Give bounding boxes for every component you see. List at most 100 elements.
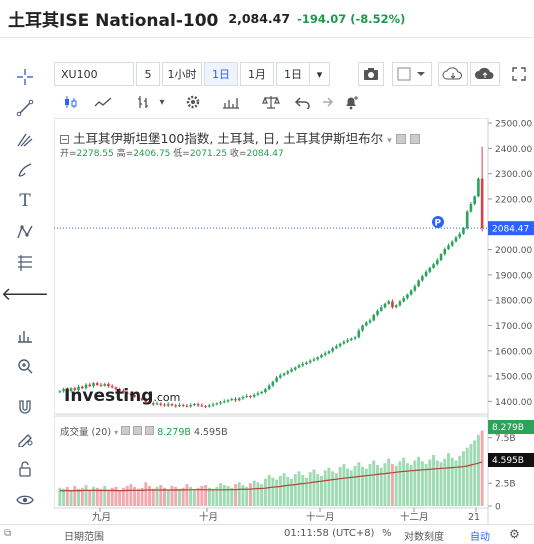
pattern-icon[interactable] (12, 219, 38, 245)
percent-toggle[interactable]: % (382, 528, 392, 539)
date-range-button[interactable]: 日期范围 (64, 532, 104, 543)
price-marker-p (432, 216, 444, 228)
interval-1h-button[interactable]: 1小时 (162, 62, 202, 86)
undo-icon[interactable] (290, 90, 316, 114)
price-tick-label: 1400.00 (495, 398, 532, 408)
candle-body (222, 401, 226, 403)
volume-bar (226, 485, 230, 506)
interval-1m-button[interactable]: 1月 (240, 62, 274, 86)
candle-body (208, 405, 211, 407)
legend-close-icon[interactable] (409, 134, 420, 144)
volume-bar (390, 464, 394, 506)
candles-icon[interactable] (58, 90, 84, 114)
interval-select[interactable]: 1日 (276, 62, 310, 86)
candle-body (66, 389, 69, 391)
volume-bar (424, 464, 428, 506)
volume-bar (323, 470, 327, 506)
volume-close-icon[interactable] (145, 426, 155, 435)
legend-menu-icon[interactable]: ▾ (387, 136, 392, 146)
eye-icon[interactable] (12, 487, 38, 513)
candle-body (92, 383, 95, 387)
auto-scale-toggle[interactable]: 自动 (470, 532, 490, 543)
log-scale-toggle[interactable]: 对数刻度 (404, 532, 444, 543)
fib-icon[interactable] (12, 250, 38, 276)
volume-bar (420, 461, 424, 506)
fullscreen-icon[interactable] (506, 62, 532, 86)
settings-gear-icon[interactable] (180, 90, 206, 114)
volume-bar (383, 463, 387, 506)
volume-bar (364, 468, 368, 506)
redo-icon[interactable] (312, 90, 338, 114)
collapse-icon[interactable]: − (60, 135, 69, 144)
candle-body (77, 386, 80, 390)
date-range-icon[interactable]: ⧉ (4, 528, 12, 539)
volume-bar (159, 485, 163, 506)
low-label: 低= (173, 149, 190, 159)
candle-body (454, 237, 458, 242)
measure-icon[interactable] (12, 322, 38, 348)
indicators-icon[interactable] (218, 90, 244, 114)
interval-1d-button[interactable]: 1日 (204, 62, 238, 86)
legend-settings-icon[interactable] (395, 134, 406, 144)
candle-body (458, 233, 462, 238)
candle-body (293, 367, 297, 370)
volume-ma-value: 4.595B (193, 427, 228, 438)
trend-line-icon[interactable] (12, 95, 38, 121)
candle-body (282, 373, 286, 376)
candle-body (80, 386, 84, 389)
volume-bar (480, 430, 484, 506)
brush-icon[interactable] (12, 157, 38, 183)
crosshair-icon[interactable] (12, 64, 38, 90)
text-tool-icon[interactable]: T (19, 191, 31, 211)
lock-drawing-icon[interactable] (12, 425, 38, 451)
volume-bar (170, 485, 174, 506)
cloud-upload-icon[interactable] (470, 62, 500, 86)
candle-body (133, 395, 136, 397)
candle-body (107, 383, 110, 387)
unlock-icon[interactable] (12, 456, 38, 482)
candle-body (364, 322, 368, 326)
price-tick-label: 2500.00 (495, 120, 532, 130)
volume-bar (148, 485, 152, 506)
chart-type-dropdown-icon[interactable]: ▾ (159, 96, 165, 108)
volume-menu-icon[interactable]: ▾ (114, 428, 119, 437)
compare-scale-icon[interactable] (258, 90, 284, 114)
bars-icon[interactable] (130, 90, 156, 114)
candle-body (439, 254, 443, 261)
volume-bar (293, 474, 297, 506)
volume-bar (207, 487, 211, 506)
volume-bar (346, 468, 350, 506)
symbol-input[interactable]: XU100 (54, 62, 134, 86)
volume-settings-icon[interactable] (121, 426, 131, 435)
pitchfork-icon[interactable] (12, 126, 38, 152)
chart-toolbar-second: ▾ (54, 90, 534, 116)
zoom-icon[interactable] (12, 353, 38, 379)
candle-body (383, 303, 387, 308)
line-chart-icon[interactable] (90, 90, 116, 114)
candle-body (88, 384, 92, 387)
volume-bar (301, 475, 305, 506)
candle-body (338, 343, 342, 347)
candle-body (308, 360, 312, 363)
candle-body (279, 375, 282, 378)
chart-style-icon[interactable] (392, 62, 432, 86)
volume-visibility-icon[interactable] (133, 426, 143, 435)
interval-dropdown-icon[interactable]: ▾ (310, 62, 330, 86)
cloud-download-icon[interactable] (438, 62, 468, 86)
price-chart[interactable]: 2500.002400.002300.002200.002100.002000.… (54, 118, 534, 524)
close-label: 收= (229, 149, 247, 159)
magnet-icon[interactable] (12, 394, 38, 420)
alert-bell-icon[interactable] (338, 90, 364, 114)
volume-bar (334, 473, 338, 506)
volume-bar (125, 485, 129, 506)
volume-bar (241, 485, 245, 506)
interval-input[interactable]: 5 (136, 62, 160, 86)
candle-body (256, 393, 260, 395)
volume-bar (476, 434, 480, 506)
volume-bar (103, 485, 107, 506)
volume-bar (106, 489, 110, 506)
camera-icon[interactable] (358, 62, 384, 86)
volume-bar (387, 458, 391, 506)
back-arrow-icon[interactable]: 🡐 (0, 283, 50, 305)
bottom-settings-icon[interactable]: ⚙ (509, 527, 520, 541)
